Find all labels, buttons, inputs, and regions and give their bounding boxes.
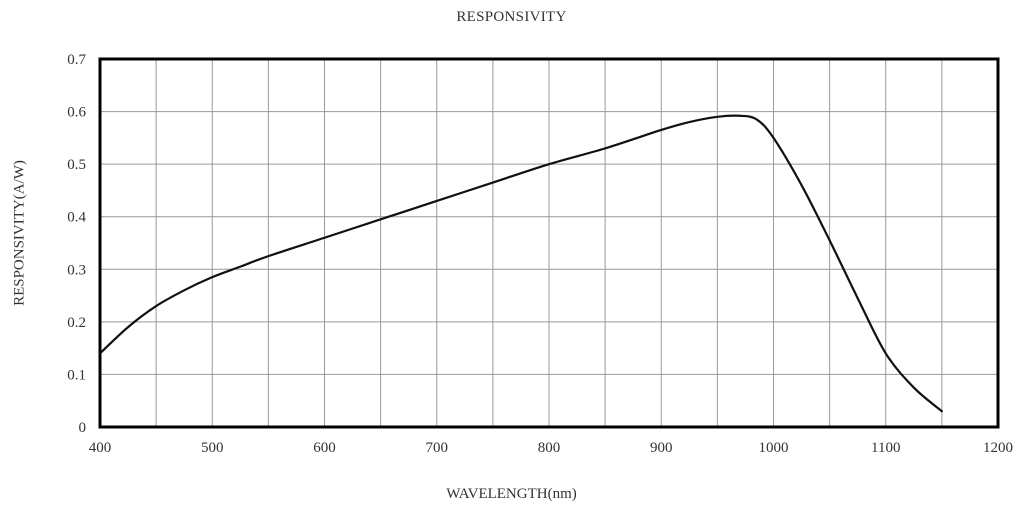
- x-axis-label: WAVELENGTH(nm): [446, 486, 577, 502]
- x-tick-label: 1200: [983, 440, 1013, 456]
- plot-frame: [98, 57, 1000, 429]
- grid: [100, 59, 998, 427]
- y-tick-label: 0: [79, 420, 87, 436]
- x-tick-label: 1000: [759, 440, 789, 456]
- x-tick-label: 800: [538, 440, 561, 456]
- y-tick-label: 0.4: [67, 210, 86, 226]
- y-tick-label: 0.6: [67, 105, 86, 121]
- y-tick-label: 0.3: [67, 262, 86, 278]
- y-tick-label: 0.2: [67, 315, 86, 331]
- x-tick-labels: 400 500 600 700 800 900 1000 1100 1200: [89, 440, 1013, 456]
- x-tick-label: 700: [426, 440, 449, 456]
- x-tick-label: 900: [650, 440, 673, 456]
- y-tick-label: 0.1: [67, 367, 86, 383]
- x-tick-label: 600: [313, 440, 336, 456]
- chart-title: RESPONSIVITY: [456, 9, 567, 25]
- y-tick-label: 0.5: [67, 157, 86, 173]
- responsivity-line: [98, 114, 943, 413]
- x-tick-label: 500: [201, 440, 224, 456]
- x-tick-label: 1100: [871, 440, 900, 456]
- x-tick-label: 400: [89, 440, 112, 456]
- y-tick-label: 0.7: [67, 52, 86, 68]
- y-tick-labels: 0 0.1 0.2 0.3 0.4 0.5 0.6 0.7: [67, 52, 86, 436]
- series-layer: [98, 114, 943, 413]
